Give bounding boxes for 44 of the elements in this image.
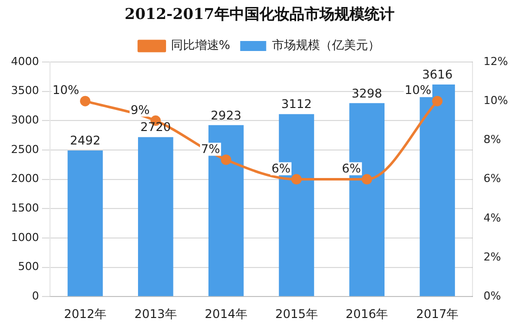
y-tick-label: 2000 xyxy=(10,172,39,186)
x-tick-label: 2014年 xyxy=(204,306,248,321)
point xyxy=(362,174,372,185)
y2-tick-label: 12% xyxy=(484,54,508,68)
data-label: 6% xyxy=(271,161,290,176)
x-tick-label: 2013年 xyxy=(134,306,177,321)
x-tick-label: 2015年 xyxy=(275,306,318,321)
point xyxy=(291,174,302,185)
y-tick-label: 4000 xyxy=(10,54,39,68)
y-tick-label: 3500 xyxy=(10,84,39,98)
data-label: 2923 xyxy=(210,108,242,122)
y2-tick-label: 4% xyxy=(484,211,502,224)
x-tick-label: 2016年 xyxy=(346,306,388,321)
data-label: 3298 xyxy=(352,86,382,100)
data-label: 9% xyxy=(130,102,150,117)
legend-label: 市场规模（亿美元） xyxy=(272,38,380,52)
data-label: 10% xyxy=(52,83,80,98)
y-tick-label: 0 xyxy=(32,289,39,302)
y2-tick-label: 10% xyxy=(484,94,508,107)
y-tick-label: 1000 xyxy=(10,230,39,244)
point xyxy=(220,154,232,165)
y2-tick-label: 2% xyxy=(484,250,502,264)
bar xyxy=(138,137,174,296)
point xyxy=(80,96,90,106)
y2-tick-label: 8% xyxy=(484,133,502,146)
data-label: 6% xyxy=(342,161,361,176)
x-tick-label: 2017年 xyxy=(416,306,459,321)
y2-tick-label: 0% xyxy=(484,289,502,302)
data-label: 10% xyxy=(404,83,432,98)
data-label: 3112 xyxy=(281,97,312,112)
data-label: 7% xyxy=(201,142,220,156)
y-tick-label: 3000 xyxy=(10,114,39,127)
bar xyxy=(68,150,103,296)
y2-tick-label: 6% xyxy=(484,172,502,186)
legend-label: 同比增速% xyxy=(170,38,230,52)
y-tick-label: 500 xyxy=(18,260,39,274)
data-label: 2492 xyxy=(70,134,100,148)
x-tick-label: 2012年 xyxy=(64,306,106,321)
data-label: 2720 xyxy=(140,120,171,134)
chart-title: 2012-2017年中国化妆品市场规模统计 xyxy=(124,4,394,23)
y-tick-label: 1500 xyxy=(10,201,39,214)
data-label: 3616 xyxy=(422,68,453,82)
y-tick-label: 2500 xyxy=(10,142,39,156)
point xyxy=(432,96,443,106)
